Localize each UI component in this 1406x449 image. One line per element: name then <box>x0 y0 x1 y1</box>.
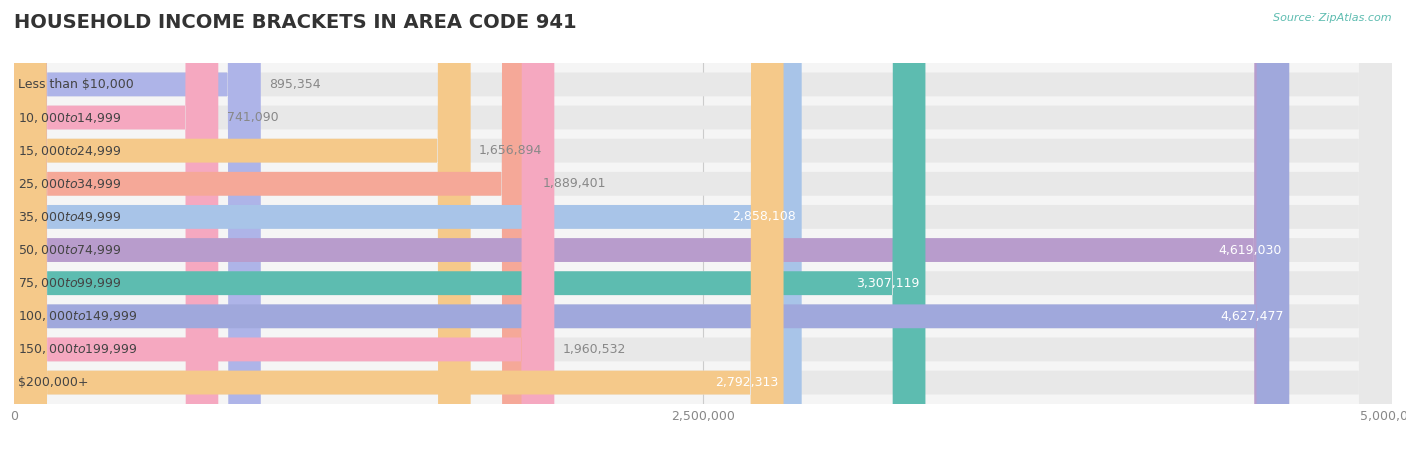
FancyBboxPatch shape <box>14 0 1392 449</box>
FancyBboxPatch shape <box>14 0 260 449</box>
FancyBboxPatch shape <box>14 0 1392 449</box>
FancyBboxPatch shape <box>14 0 1392 449</box>
Text: $75,000 to $99,999: $75,000 to $99,999 <box>18 276 122 290</box>
Text: 1,960,532: 1,960,532 <box>562 343 626 356</box>
Text: $100,000 to $149,999: $100,000 to $149,999 <box>18 309 138 323</box>
FancyBboxPatch shape <box>14 0 801 449</box>
FancyBboxPatch shape <box>14 0 1289 449</box>
Text: Source: ZipAtlas.com: Source: ZipAtlas.com <box>1274 13 1392 23</box>
Text: $15,000 to $24,999: $15,000 to $24,999 <box>18 144 122 158</box>
Text: Less than $10,000: Less than $10,000 <box>18 78 134 91</box>
Text: 2,858,108: 2,858,108 <box>733 211 796 224</box>
FancyBboxPatch shape <box>14 0 1392 449</box>
FancyBboxPatch shape <box>14 0 554 449</box>
Text: $25,000 to $34,999: $25,000 to $34,999 <box>18 177 122 191</box>
FancyBboxPatch shape <box>14 0 1286 449</box>
FancyBboxPatch shape <box>14 0 1392 449</box>
Text: 2,792,313: 2,792,313 <box>714 376 778 389</box>
Text: 741,090: 741,090 <box>226 111 278 124</box>
FancyBboxPatch shape <box>14 0 1392 449</box>
FancyBboxPatch shape <box>14 0 218 449</box>
Text: $10,000 to $14,999: $10,000 to $14,999 <box>18 110 122 124</box>
Text: 895,354: 895,354 <box>269 78 321 91</box>
Text: HOUSEHOLD INCOME BRACKETS IN AREA CODE 941: HOUSEHOLD INCOME BRACKETS IN AREA CODE 9… <box>14 13 576 32</box>
Text: $200,000+: $200,000+ <box>18 376 89 389</box>
Text: 4,627,477: 4,627,477 <box>1220 310 1284 323</box>
FancyBboxPatch shape <box>14 0 534 449</box>
Text: $150,000 to $199,999: $150,000 to $199,999 <box>18 343 138 357</box>
FancyBboxPatch shape <box>14 0 1392 449</box>
Text: $50,000 to $74,999: $50,000 to $74,999 <box>18 243 122 257</box>
Text: 4,619,030: 4,619,030 <box>1218 243 1281 256</box>
FancyBboxPatch shape <box>14 0 783 449</box>
FancyBboxPatch shape <box>14 0 1392 449</box>
FancyBboxPatch shape <box>14 0 1392 449</box>
Text: 3,307,119: 3,307,119 <box>856 277 920 290</box>
Text: 1,889,401: 1,889,401 <box>543 177 606 190</box>
FancyBboxPatch shape <box>14 0 471 449</box>
FancyBboxPatch shape <box>14 0 925 449</box>
Text: $35,000 to $49,999: $35,000 to $49,999 <box>18 210 122 224</box>
Text: 1,656,894: 1,656,894 <box>479 144 543 157</box>
FancyBboxPatch shape <box>14 0 1392 449</box>
